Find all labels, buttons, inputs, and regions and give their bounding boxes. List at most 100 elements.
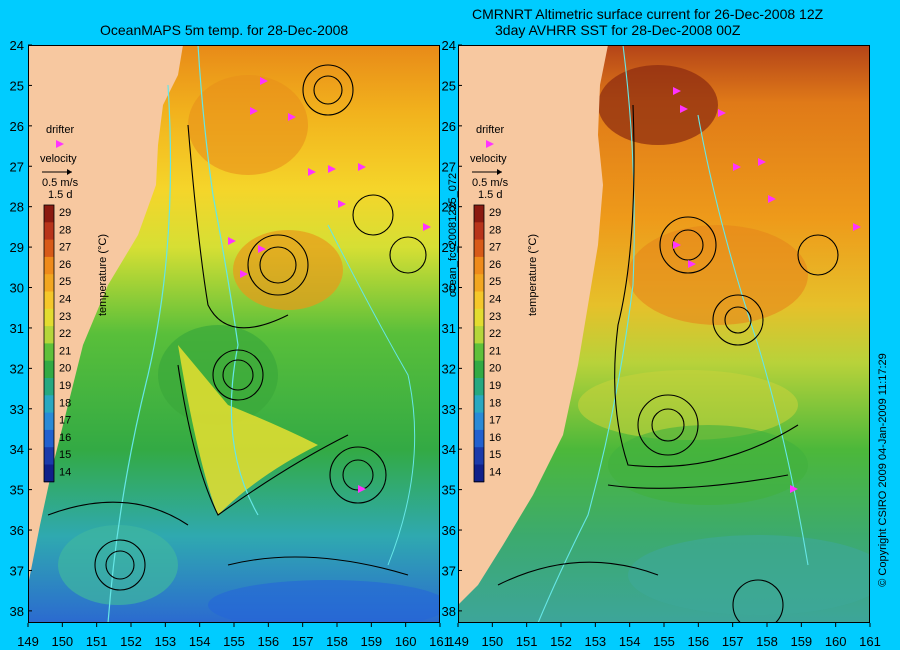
lon-tick-label: 154 [619, 634, 641, 649]
colorbar-tick-label: 28 [59, 224, 71, 236]
right-panel-title-line2: 3day AVHRR SST for 28-Dec-2008 00Z [495, 22, 741, 38]
colorbar-swatch [474, 274, 484, 292]
colorbar-tick-label: 22 [489, 328, 501, 340]
speed-legend-label: 0.5 m/s [472, 177, 509, 189]
lat-tick-label: 24 [10, 38, 24, 53]
lon-tick-label: 158 [326, 634, 348, 649]
lat-tick-label: 31 [10, 321, 24, 336]
colorbar-swatch [44, 326, 54, 344]
velocity-legend-label: velocity [470, 153, 507, 165]
lat-tick-label: 32 [10, 361, 24, 376]
colorbar-swatch [474, 464, 484, 483]
velocity-legend-label: velocity [40, 153, 77, 165]
colorbar-tick-label: 18 [59, 397, 71, 409]
colorbar-swatch [474, 205, 484, 223]
land-mass [458, 45, 608, 605]
colorbar-swatch [44, 429, 54, 448]
colorbar-swatch [474, 412, 484, 431]
colorbar-swatch [44, 239, 54, 258]
lon-tick-label: 150 [481, 634, 503, 649]
lon-tick-label: 160 [395, 634, 417, 649]
lon-tick-label: 156 [257, 634, 279, 649]
colorbar-swatch [474, 395, 484, 414]
colorbar-swatch [44, 378, 54, 396]
lat-tick-label: 28 [10, 200, 24, 215]
speed-legend-label: 0.5 m/s [42, 177, 79, 189]
lat-tick-label: 35 [442, 483, 456, 498]
lon-tick-label: 151 [86, 634, 108, 649]
copyright-label: © Copyright CSIRO 2009 04-Jan-2009 11:17… [877, 353, 889, 587]
lat-tick-label: 37 [10, 563, 24, 578]
drifter-legend-label: drifter [476, 124, 504, 136]
lon-tick-label: 155 [653, 634, 675, 649]
colorbar-swatch [44, 205, 54, 223]
colorbar-swatch [474, 239, 484, 258]
colorbar-tick-label: 19 [489, 380, 501, 392]
lon-tick-label: 157 [292, 634, 314, 649]
drifter-legend-label: drifter [46, 124, 74, 136]
lat-tick-label: 25 [10, 78, 24, 93]
colorbar-tick-label: 14 [59, 467, 71, 479]
drifter-markers [673, 87, 861, 493]
lon-tick-label: 153 [584, 634, 606, 649]
left-panel-title: OceanMAPS 5m temp. for 28-Dec-2008 [100, 22, 349, 38]
lon-tick-label: 157 [722, 634, 744, 649]
colorbar-tick-label: 15 [489, 449, 501, 461]
colorbar-tick-label: 16 [489, 432, 501, 444]
drifter-legend-icon [56, 140, 64, 148]
colorbar-tick-label: 17 [489, 415, 501, 427]
lon-tick-label: 159 [360, 634, 382, 649]
lon-tick-label: 149 [447, 634, 469, 649]
lat-tick-label: 36 [10, 523, 24, 538]
colorbar-swatch [44, 274, 54, 292]
colorbar-tick-label: 20 [59, 363, 71, 375]
colorbar-tick-label: 28 [489, 224, 501, 236]
colorbar-tick-label: 25 [489, 276, 501, 288]
colorbar-tick-label: 15 [59, 449, 71, 461]
lon-tick-label: 155 [223, 634, 245, 649]
lat-tick-label: 34 [10, 442, 24, 457]
colorbar-swatch [44, 308, 54, 327]
colorbar-swatch [44, 222, 54, 241]
lon-tick-label: 152 [120, 634, 142, 649]
colorbar-tick-label: 21 [59, 345, 71, 357]
lat-tick-label: 29 [442, 240, 456, 255]
current-streamlines [47, 64, 427, 591]
lat-tick-label: 25 [442, 78, 456, 93]
lon-tick-label: 159 [790, 634, 812, 649]
colorbar-swatch [44, 360, 54, 379]
lat-tick-label: 33 [10, 402, 24, 417]
colorbar-swatch [474, 429, 484, 448]
colorbar-tick-label: 25 [59, 276, 71, 288]
colorbar-top-label: 1.5 d [48, 189, 72, 201]
lat-tick-label: 26 [10, 119, 24, 134]
lon-tick-label: 158 [756, 634, 778, 649]
colorbar-tick-label: 24 [59, 294, 71, 306]
colorbar-tick-label: 29 [489, 207, 501, 219]
colorbar-swatch [474, 308, 484, 327]
lon-tick-label: 150 [51, 634, 73, 649]
colorbar-swatch [44, 343, 54, 362]
lat-tick-label: 38 [442, 604, 456, 619]
lat-tick-label: 26 [442, 119, 456, 134]
lon-tick-label: 149 [17, 634, 39, 649]
colorbar-swatch [474, 378, 484, 396]
lon-tick-label: 151 [516, 634, 538, 649]
colorbar-tick-label: 20 [489, 363, 501, 375]
colorbar-top-label: 1.5 d [478, 189, 502, 201]
colorbar-swatch [44, 291, 54, 310]
colorbar-title: temperature (°C) [97, 234, 109, 316]
colorbar-tick-label: 27 [489, 242, 501, 254]
lat-tick-label: 27 [10, 159, 24, 174]
colorbar-tick-label: 27 [59, 242, 71, 254]
colorbar-tick-label: 16 [59, 432, 71, 444]
lat-tick-label: 28 [442, 200, 456, 215]
drifter-markers [228, 77, 431, 493]
lon-tick-label: 156 [687, 634, 709, 649]
colorbar-swatch [474, 343, 484, 362]
lat-tick-label: 30 [10, 281, 24, 296]
lat-tick-label: 38 [10, 604, 24, 619]
lon-tick-label: 153 [154, 634, 176, 649]
drifter-legend-icon [486, 140, 494, 148]
